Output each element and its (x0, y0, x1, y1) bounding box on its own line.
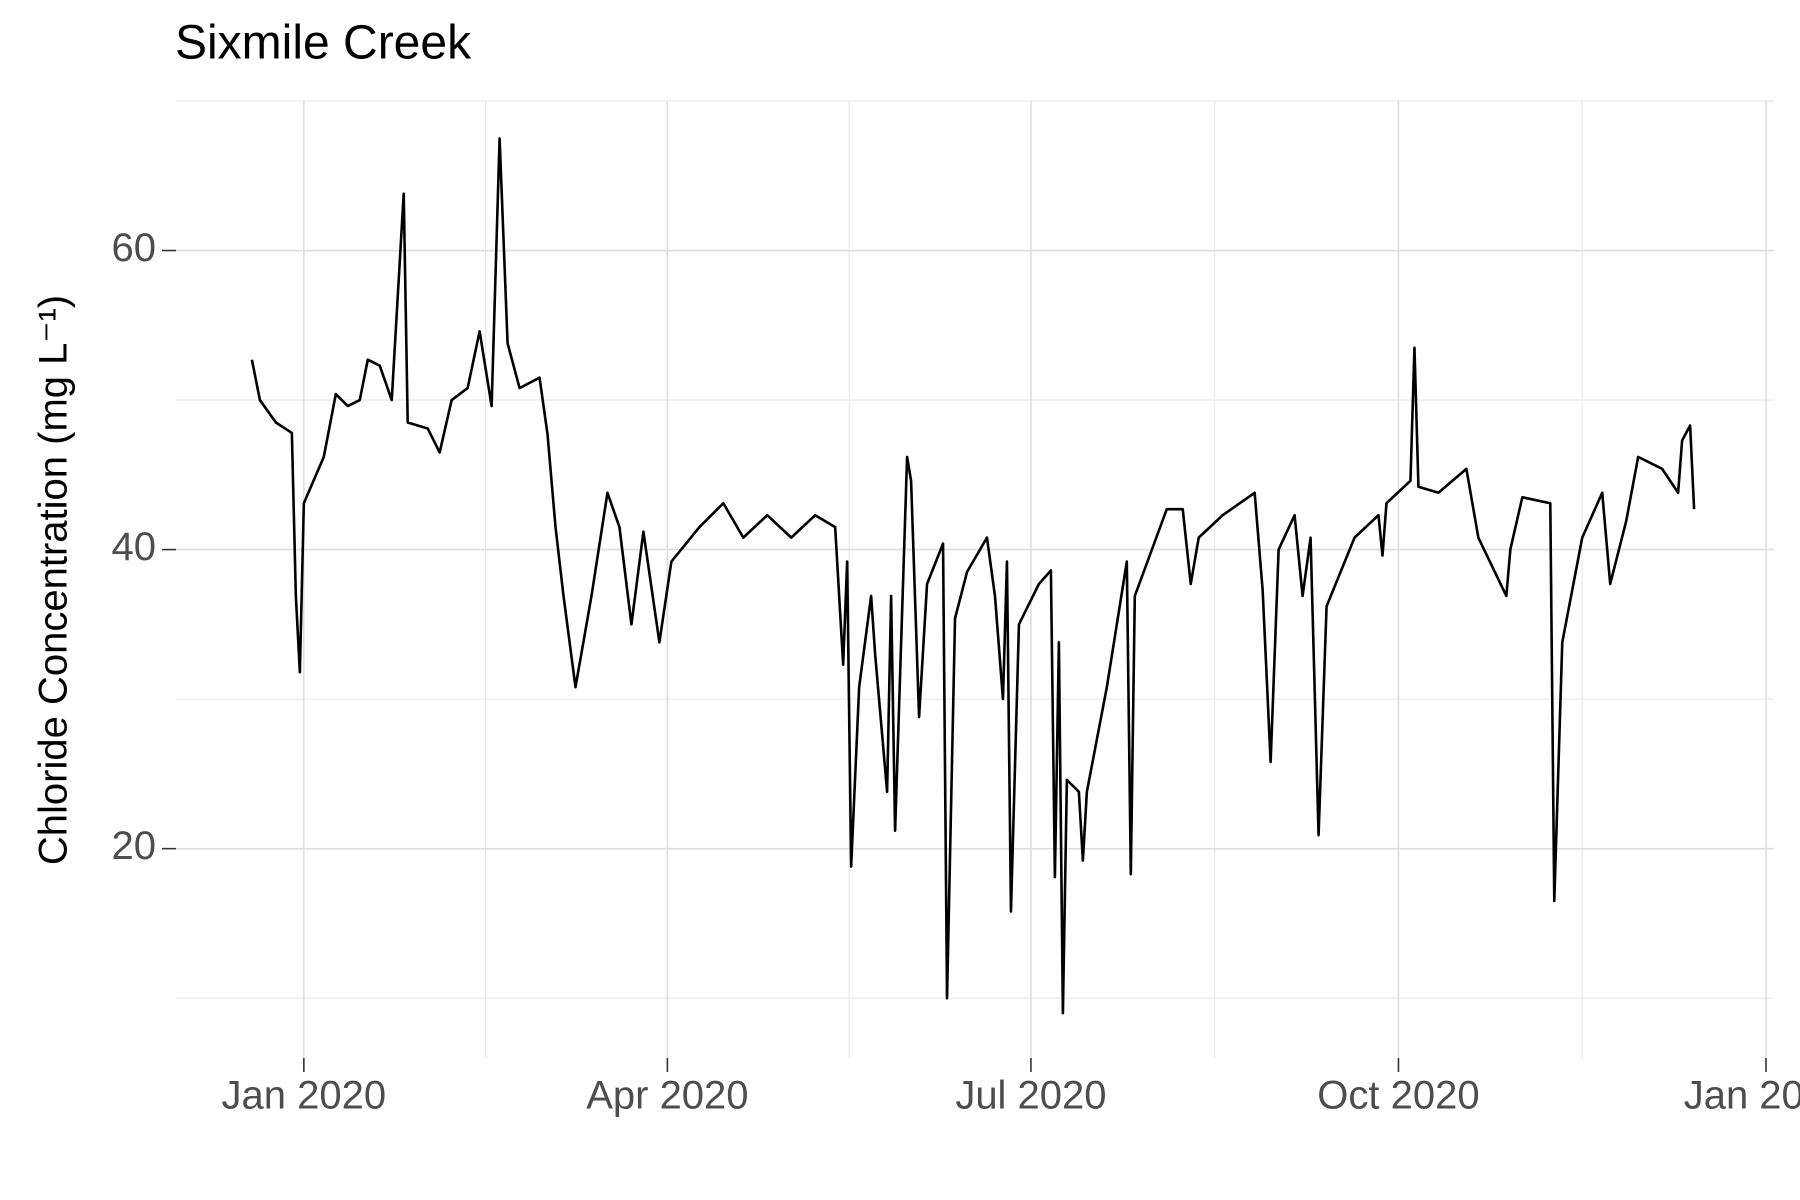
x-tick-label: Apr 2020 (586, 1074, 748, 1118)
x-tick-label: Oct 2020 (1317, 1074, 1479, 1118)
x-tick-label: Jan 2021 (1684, 1074, 1800, 1118)
x-tick-label: Jan 2020 (222, 1074, 387, 1118)
y-tick-label: 40 (112, 525, 157, 569)
y-tick-label: 20 (112, 824, 157, 868)
chart-title: Sixmile Creek (175, 17, 472, 70)
x-tick-label: Jul 2020 (955, 1074, 1106, 1118)
y-axis-label: Chloride Concentration (mg L⁻¹) (32, 295, 76, 865)
y-tick-label: 60 (112, 226, 157, 270)
data-line (250, 137, 1696, 1015)
